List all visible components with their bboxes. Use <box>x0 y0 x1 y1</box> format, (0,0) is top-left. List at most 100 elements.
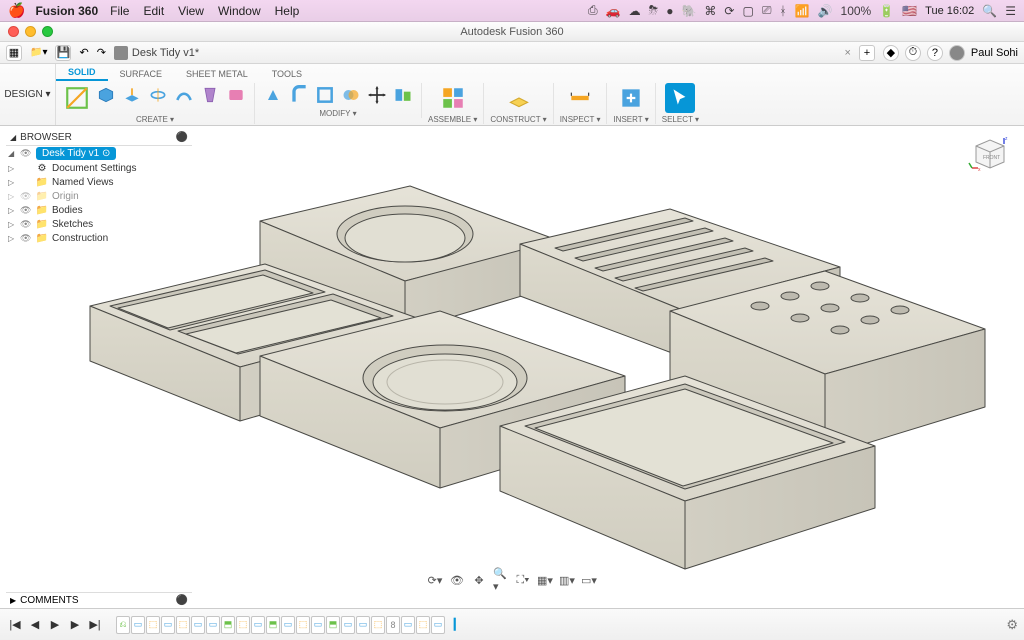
undo-button[interactable]: ↶ <box>79 46 88 59</box>
combine-icon[interactable] <box>339 83 363 107</box>
sweep-icon[interactable] <box>172 83 196 107</box>
comments-panel[interactable]: ▶COMMENTS ⚫ <box>6 592 192 608</box>
wifi-icon[interactable]: 📶 <box>795 4 810 18</box>
timeline-step[interactable]: ⬚ <box>236 616 250 634</box>
browser-root[interactable]: ◢👁 Desk Tidy v1 ⊙ <box>6 146 192 161</box>
construct-icon[interactable] <box>504 83 534 113</box>
fillet-icon[interactable] <box>287 83 311 107</box>
menu-edit[interactable]: Edit <box>143 4 164 18</box>
view-cube[interactable]: FRONT z x <box>966 132 1010 176</box>
timeline-play-button[interactable]: ▶ <box>46 616 64 634</box>
loft-icon[interactable] <box>198 83 222 107</box>
grid-icon[interactable]: ▥▾ <box>559 572 575 588</box>
extensions-button[interactable]: ◆ <box>883 45 899 61</box>
menubar-app-name[interactable]: Fusion 360 <box>35 4 98 18</box>
tab-tools[interactable]: TOOLS <box>260 66 314 81</box>
box-icon[interactable] <box>94 83 118 107</box>
timeline-step[interactable]: ▭ <box>341 616 355 634</box>
timeline-step[interactable]: ⬒ <box>221 616 235 634</box>
timeline-step[interactable]: ▭ <box>431 616 445 634</box>
close-tab-button[interactable]: × <box>844 47 850 59</box>
browser-node[interactable]: ▷👁📁Construction <box>6 231 192 245</box>
window-maximize-button[interactable] <box>42 26 53 37</box>
status-icon[interactable]: ⛈ <box>649 3 659 18</box>
presspull-icon[interactable] <box>261 83 285 107</box>
orbit-icon[interactable]: ⟳▾ <box>427 572 443 588</box>
flag-icon[interactable]: 🇺🇸 <box>902 4 917 18</box>
pan-icon[interactable]: ✥ <box>471 572 487 588</box>
group-label[interactable]: CREATE ▾ <box>136 115 174 124</box>
bluetooth-icon[interactable]: ᚼ <box>779 4 786 18</box>
browser-node[interactable]: ▷👁📁Sketches <box>6 217 192 231</box>
timeline-step[interactable]: ▭ <box>191 616 205 634</box>
notifications-icon[interactable]: ☰ <box>1005 4 1016 18</box>
align-icon[interactable] <box>391 83 415 107</box>
extrude-icon[interactable] <box>120 83 144 107</box>
status-icon[interactable]: 🐘 <box>681 4 696 18</box>
timeline-step[interactable]: ⬒ <box>266 616 280 634</box>
fit-icon[interactable]: ⛶▾ <box>515 572 531 588</box>
group-label[interactable]: CONSTRUCT ▾ <box>490 115 546 124</box>
timeline-step[interactable]: ▭ <box>311 616 325 634</box>
timeline-step[interactable]: ▭ <box>356 616 370 634</box>
status-icon[interactable]: ▢ <box>742 4 753 18</box>
timeline-step[interactable]: ⬒ <box>326 616 340 634</box>
timeline-back-button[interactable]: ◀ <box>26 616 44 634</box>
browser-node[interactable]: ▷👁📁Origin <box>6 189 192 203</box>
menu-view[interactable]: View <box>178 4 204 18</box>
timeline-step[interactable]: ▭ <box>206 616 220 634</box>
timeline-step[interactable]: ⬚ <box>296 616 310 634</box>
timeline-step[interactable]: ▭ <box>251 616 265 634</box>
save-button[interactable]: 💾 <box>55 45 71 61</box>
timeline-step[interactable]: ⬚ <box>146 616 160 634</box>
redo-button[interactable]: ↷ <box>97 46 106 59</box>
status-icon[interactable]: ⟳ <box>724 4 734 18</box>
window-minimize-button[interactable] <box>25 26 36 37</box>
apple-icon[interactable]: 🍎 <box>8 2 25 19</box>
group-label[interactable]: SELECT ▾ <box>662 115 699 124</box>
inspect-icon[interactable] <box>565 83 595 113</box>
status-icon[interactable]: 🚗 <box>606 4 621 18</box>
insert-icon[interactable] <box>616 83 646 113</box>
viewports-icon[interactable]: ▭▾ <box>581 572 597 588</box>
timeline-step[interactable]: ⬚ <box>176 616 190 634</box>
window-close-button[interactable] <box>8 26 19 37</box>
menu-file[interactable]: File <box>110 4 129 18</box>
browser-options-icon[interactable]: ⚫ <box>176 132 188 143</box>
move-icon[interactable] <box>365 83 389 107</box>
tab-sheetmetal[interactable]: SHEET METAL <box>174 66 260 81</box>
tab-surface[interactable]: SURFACE <box>108 66 175 81</box>
new-tab-button[interactable]: + <box>859 45 875 61</box>
menu-help[interactable]: Help <box>275 4 300 18</box>
sketch-icon[interactable] <box>62 83 92 113</box>
status-icon[interactable]: ⎙ <box>588 3 598 18</box>
group-label[interactable]: INSPECT ▾ <box>560 115 601 124</box>
workspace-switcher[interactable]: DESIGN ▾ <box>0 64 56 125</box>
status-icon[interactable]: ● <box>666 4 673 18</box>
status-icon[interactable]: ☁ <box>629 4 641 18</box>
user-avatar[interactable] <box>949 45 965 61</box>
group-label[interactable]: MODIFY ▾ <box>319 109 356 118</box>
timeline-settings-icon[interactable]: ⚙ <box>1006 617 1018 633</box>
timeline-step[interactable]: ⎌ <box>116 616 130 634</box>
timeline-fwd-button[interactable]: ▶ <box>66 616 84 634</box>
file-menu-button[interactable]: 📁▾ <box>30 47 47 58</box>
browser-collapse-icon[interactable]: ◢ <box>10 133 16 142</box>
browser-node[interactable]: ▷👁📁Bodies <box>6 203 192 217</box>
assemble-icon[interactable] <box>438 83 468 113</box>
document-tab[interactable]: Desk Tidy v1* <box>114 46 831 60</box>
tab-solid[interactable]: SOLID <box>56 64 108 81</box>
status-icon[interactable]: ⌘ <box>704 4 716 18</box>
rib-icon[interactable] <box>224 83 248 107</box>
status-icon[interactable]: ⎚ <box>762 3 772 18</box>
comments-options-icon[interactable]: ⚫ <box>176 595 188 606</box>
look-icon[interactable]: 👁 <box>449 572 465 588</box>
browser-node[interactable]: ▷📁Named Views <box>6 175 192 189</box>
timeline-start-button[interactable]: |◀ <box>6 616 24 634</box>
browser-node[interactable]: ▷⚙Document Settings <box>6 161 192 175</box>
timeline-step[interactable]: ▭ <box>161 616 175 634</box>
timeline-step[interactable]: 8 <box>386 616 400 634</box>
shell-icon[interactable] <box>313 83 337 107</box>
timeline-step[interactable]: ⬚ <box>371 616 385 634</box>
help-button[interactable]: ? <box>927 45 943 61</box>
